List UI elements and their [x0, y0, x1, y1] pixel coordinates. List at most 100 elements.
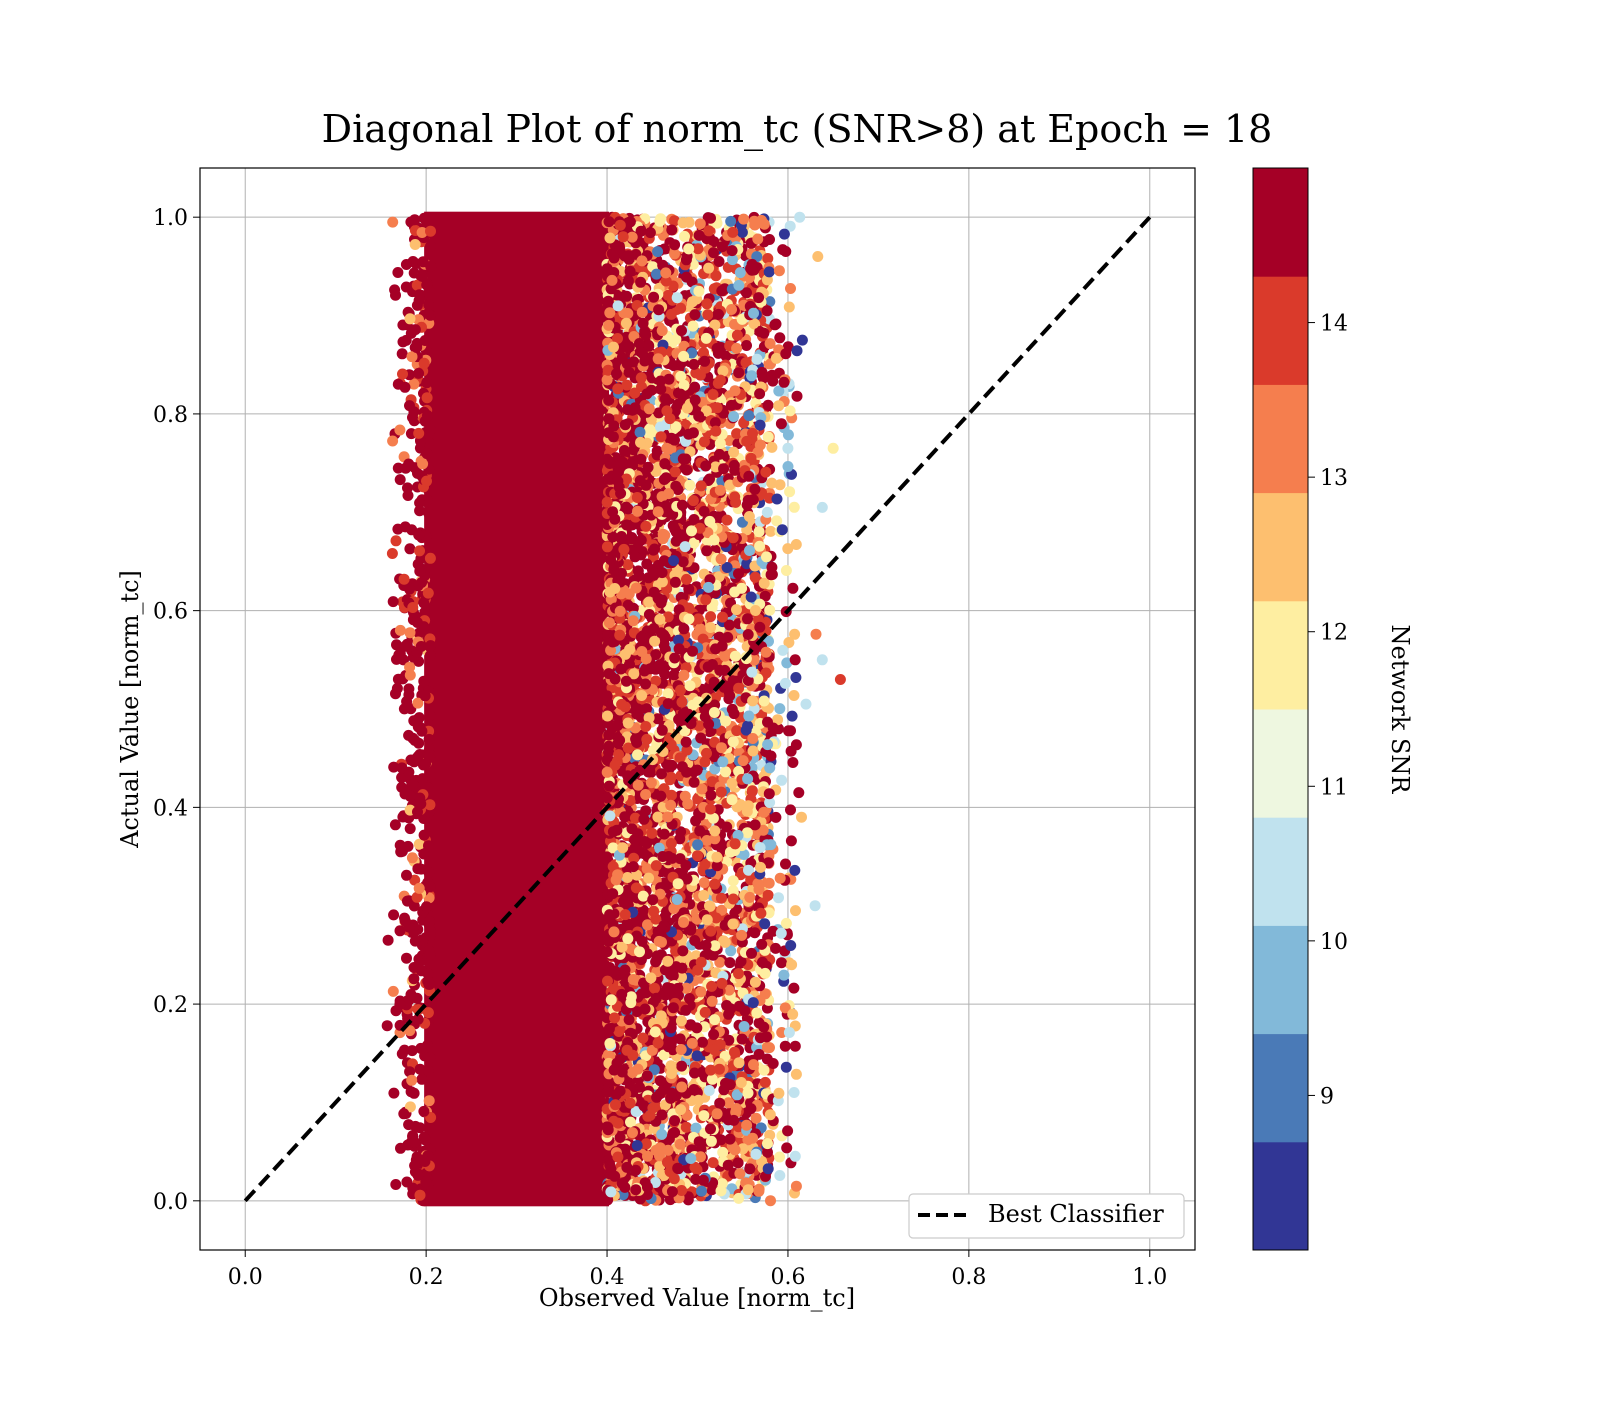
scatter-point	[396, 782, 407, 793]
scatter-point	[722, 515, 733, 526]
scatter-point	[390, 688, 401, 699]
scatter-point	[728, 532, 739, 543]
scatter-point	[414, 883, 425, 894]
scatter-point	[649, 983, 660, 994]
scatter-point	[423, 1065, 434, 1076]
scatter-point	[634, 338, 645, 349]
scatter-point	[399, 574, 410, 585]
scatter-point	[401, 870, 412, 881]
scatter-point	[404, 543, 415, 554]
scatter-point	[388, 596, 399, 607]
scatter-point	[700, 461, 711, 472]
scatter-point	[394, 425, 405, 436]
scatter-point	[627, 823, 638, 834]
scatter-point	[701, 545, 712, 556]
scatter-point	[632, 749, 643, 760]
scatter-point	[693, 1095, 704, 1106]
scatter-point	[613, 1026, 624, 1037]
scatter-point	[699, 436, 710, 447]
scatter-point	[684, 480, 695, 491]
scatter-point	[725, 216, 736, 227]
scatter-point	[413, 738, 424, 749]
scatter-point	[754, 526, 765, 537]
scatter-point	[395, 625, 406, 636]
scatter-point	[418, 1106, 429, 1117]
chart-title: Diagonal Plot of norm_tc (SNR>8) at Epoc…	[322, 107, 1273, 152]
scatter-point	[424, 734, 435, 745]
scatter-point	[388, 986, 399, 997]
scatter-point	[406, 989, 417, 1000]
dense-core-band	[424, 212, 609, 1207]
scatter-point	[649, 544, 660, 555]
scatter-point	[421, 280, 432, 291]
scatter-point	[726, 304, 737, 315]
scatter-point	[418, 597, 429, 608]
scatter-point	[647, 1103, 658, 1114]
scatter-point	[666, 433, 677, 444]
scatter-point	[403, 490, 414, 501]
scatter-point	[677, 945, 688, 956]
scatter-point	[708, 389, 719, 400]
scatter-point	[620, 447, 631, 458]
scatter-point	[415, 1190, 426, 1201]
scatter-point	[401, 1177, 412, 1188]
scatter-point	[673, 399, 684, 410]
scatter-point	[633, 565, 644, 576]
scatter-point	[630, 551, 641, 562]
scatter-point	[413, 368, 424, 379]
scatter-point	[621, 520, 632, 531]
scatter-point	[663, 488, 674, 499]
scatter-point	[410, 239, 421, 250]
scatter-point	[407, 852, 418, 863]
scatter-point	[729, 460, 740, 471]
scatter-point	[676, 1044, 687, 1055]
scatter-point	[728, 447, 739, 458]
scatter-point	[666, 309, 677, 320]
scatter-point	[742, 720, 753, 731]
scatter-point	[411, 342, 422, 353]
scatter-point	[602, 690, 613, 701]
scatter-point	[655, 1075, 666, 1086]
scatter-point	[395, 846, 406, 857]
scatter-point	[760, 467, 771, 478]
scatter-point	[714, 449, 725, 460]
scatter-point	[388, 762, 399, 773]
scatter-point	[665, 800, 676, 811]
scatter-point	[419, 213, 430, 224]
scatter-point	[681, 1122, 692, 1133]
scatter-point	[694, 825, 705, 836]
scatter-point	[706, 1136, 717, 1147]
scatter-points	[382, 212, 846, 1207]
scatter-point	[413, 530, 424, 541]
scatter-point	[425, 1123, 436, 1134]
scatter-point	[421, 377, 432, 388]
scatter-point	[669, 1115, 680, 1126]
scatter-point	[405, 791, 416, 802]
scatter-point	[425, 1052, 436, 1063]
scatter-point	[398, 1108, 409, 1119]
scatter-point	[604, 617, 615, 628]
scatter-point	[679, 231, 690, 242]
scatter-point	[391, 535, 402, 546]
scatter-point	[650, 956, 661, 967]
scatter-point	[407, 412, 418, 423]
scatter-point	[704, 900, 715, 911]
scatter-point	[724, 957, 735, 968]
scatter-point	[401, 259, 412, 270]
scatter-point	[397, 1048, 408, 1059]
scatter-point	[731, 725, 742, 736]
scatter-point	[650, 649, 661, 660]
scatter-point	[412, 617, 423, 628]
scatter-point	[635, 427, 646, 438]
scatter-point	[604, 1023, 615, 1034]
scatter-point	[720, 766, 731, 777]
scatter-point	[656, 1129, 667, 1140]
scatter-point	[695, 623, 706, 634]
scatter-point	[733, 1157, 744, 1168]
scatter-point	[405, 823, 416, 834]
scatter-point	[709, 1014, 720, 1025]
scatter-point	[421, 901, 432, 912]
scatter-point	[387, 436, 398, 447]
scatter-point	[731, 343, 742, 354]
